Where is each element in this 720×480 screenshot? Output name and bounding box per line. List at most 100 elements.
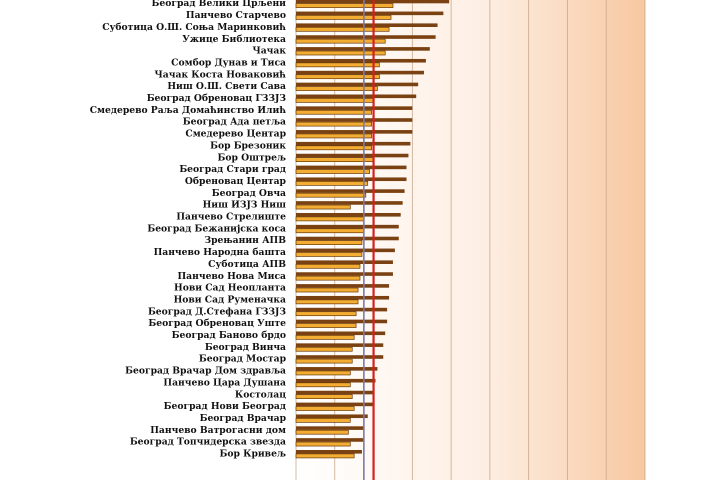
category-label: Обреновац Центар	[185, 176, 287, 187]
bar-series-1	[296, 402, 374, 407]
bar-series-1	[296, 307, 388, 312]
bar-series-1	[296, 47, 430, 51]
bar-series-1	[296, 284, 390, 288]
category-label: Београд Баново брдо	[172, 330, 286, 341]
bar-series-1	[296, 201, 403, 205]
category-label: Београд Нови Београд	[164, 401, 286, 412]
category-label: Панчево Нова Миса	[177, 271, 286, 282]
category-label: Панчево Старчево	[186, 10, 286, 21]
bar-series-2	[295, 133, 372, 139]
bar-series-1	[296, 426, 364, 430]
bar-series-1	[296, 130, 413, 134]
category-label: Београд Д.Стефана ГЗЗЈЗ	[148, 306, 286, 317]
category-label: Зрењанин АПВ	[204, 235, 286, 246]
bar-series-2	[295, 181, 369, 186]
bar-series-2	[295, 74, 380, 80]
category-label: Смедерево Раља Домаћинство Илић	[90, 105, 287, 116]
bar-series-2	[295, 169, 371, 174]
bar-series-1	[296, 11, 444, 16]
bar-series-2	[295, 323, 357, 328]
category-label: Београд Ада петља	[183, 117, 286, 128]
bar-series-2	[295, 275, 361, 281]
category-label: Бор Оштрељ	[217, 152, 286, 163]
bar-series-2	[295, 15, 392, 20]
category-label: Ужице Библиотека	[182, 34, 286, 45]
bar-series-2	[295, 228, 365, 234]
bar-series-1	[296, 213, 401, 217]
category-label: Сомбор Дунав и Тиса	[171, 57, 286, 68]
bar-series-1	[296, 272, 393, 276]
category-label: Смедерево Центар	[185, 129, 286, 140]
bar-series-1	[296, 189, 405, 193]
category-label: Београд Бежанијска коса	[147, 223, 286, 234]
bar-series-1	[296, 450, 362, 454]
category-label: Суботица О.Ш. Соња Маринковић	[102, 22, 286, 33]
bar-series-2	[295, 50, 386, 56]
bar-series-2	[295, 98, 374, 103]
category-label: Београд Врачар	[200, 413, 287, 424]
category-label: Чачак Коста Новаковић	[154, 69, 286, 80]
category-label: Чачак	[252, 46, 286, 57]
bar-series-2	[295, 204, 351, 210]
bar-series-1	[296, 177, 407, 182]
bar-series-1	[296, 355, 384, 359]
bar-series-2	[295, 240, 363, 245]
category-label: Београд Овча	[212, 188, 286, 199]
bar-series-1	[296, 378, 376, 383]
bar-series-1	[296, 106, 413, 110]
bar-series-2	[295, 335, 355, 340]
bar-series-2	[295, 26, 390, 32]
bar-series-1	[296, 118, 413, 122]
bar-series-1	[296, 260, 393, 264]
bar-series-1	[296, 153, 409, 158]
bar-series-1	[296, 35, 436, 39]
bar-series-2	[295, 109, 372, 115]
bar-series-2	[295, 3, 394, 8]
category-label: Бор Брезоник	[210, 140, 286, 151]
bar-series-2	[295, 429, 349, 435]
bar-series-2	[295, 216, 365, 222]
bar-series-2	[295, 157, 374, 162]
category-label: Београд Винча	[205, 342, 286, 353]
category-label: Београд Обреновац ГЗЗЈЗ	[147, 93, 287, 104]
bar-series-2	[295, 252, 363, 257]
bar-series-2	[295, 418, 351, 423]
bar-series-1	[296, 438, 364, 442]
bar-series-1	[296, 58, 426, 63]
category-label: Београд Мостар	[199, 354, 287, 365]
category-label: Ниш ИЗЈЗ Ниш	[203, 200, 287, 211]
bar-series-2	[295, 346, 353, 352]
bar-series-1	[296, 319, 388, 324]
bar-series-1	[296, 82, 419, 87]
bar-series-2	[295, 370, 351, 376]
bar-series-1	[296, 414, 368, 419]
bar-series-1	[296, 70, 424, 75]
category-label: Костолац	[235, 389, 286, 400]
bar-series-2	[295, 192, 367, 198]
bar-series-2	[295, 394, 353, 399]
bar-series-2	[295, 299, 359, 305]
bar-series-2	[295, 38, 386, 44]
category-label: Суботица АПВ	[208, 259, 286, 270]
bars	[295, 0, 450, 459]
category-label: Београд Обреновац Уште	[148, 318, 286, 329]
bar-series-2	[295, 453, 355, 459]
category-label: Београд Топчидерска звезда	[130, 437, 286, 448]
bar-series-2	[295, 287, 359, 293]
bar-series-1	[296, 248, 395, 253]
category-label: Београд Стари град	[179, 164, 286, 175]
category-label: Београд Велики Црљени	[152, 0, 287, 9]
category-label: Ниш О.Ш. Свети Сава	[167, 81, 286, 92]
bar-series-2	[295, 382, 351, 388]
bar-series-1	[296, 224, 399, 229]
bar-series-2	[295, 145, 372, 151]
bar-series-2	[295, 406, 355, 411]
bar-series-1	[296, 236, 399, 241]
category-label: Нови Сад Неопланта	[174, 283, 286, 294]
bar-series-1	[296, 165, 407, 170]
category-label: Панчево Народна башта	[154, 247, 286, 258]
bar-series-2	[295, 86, 378, 91]
bar-series-1	[296, 141, 411, 146]
